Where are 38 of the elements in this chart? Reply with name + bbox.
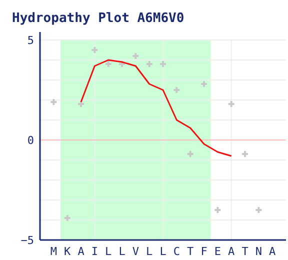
point [200, 80, 208, 88]
x-tick-label: L [146, 245, 154, 258]
point [145, 60, 154, 68]
x-tick-label: N [255, 245, 262, 258]
x-tick-label: A [228, 245, 236, 258]
x-tick-label: M [50, 245, 58, 258]
x-tick-label: V [132, 245, 140, 258]
x-tick-label: K [64, 245, 72, 258]
x-tick-label: T [187, 245, 194, 258]
x-tick-label: T [242, 245, 249, 258]
x-tick-label: L [160, 245, 167, 258]
point [132, 52, 140, 60]
point [77, 100, 85, 108]
y-tick-label: −5 [20, 234, 34, 247]
x-tick-label: A [269, 245, 276, 258]
point [63, 214, 72, 222]
point [172, 86, 181, 94]
point [159, 60, 167, 68]
x-tick-label: L [118, 245, 126, 258]
point [254, 206, 263, 214]
point [118, 60, 126, 68]
point [241, 150, 249, 158]
x-tick-label: F [200, 245, 208, 258]
x-tick-label: E [214, 245, 221, 258]
x-tick-label: I [91, 245, 98, 258]
x-tick-label: A [78, 245, 85, 258]
point [104, 60, 112, 68]
chart-title: Hydropathy Plot A6M6V0 [12, 11, 184, 26]
point [90, 46, 99, 54]
line-series [80, 59, 232, 157]
point [227, 100, 236, 108]
point [50, 98, 58, 106]
point [186, 150, 194, 158]
x-tick-label: L [105, 245, 112, 258]
y-tick-label: 5 [27, 34, 34, 47]
x-tick-label: C [173, 245, 180, 258]
y-tick-label: 0 [27, 134, 34, 147]
point [214, 206, 222, 214]
